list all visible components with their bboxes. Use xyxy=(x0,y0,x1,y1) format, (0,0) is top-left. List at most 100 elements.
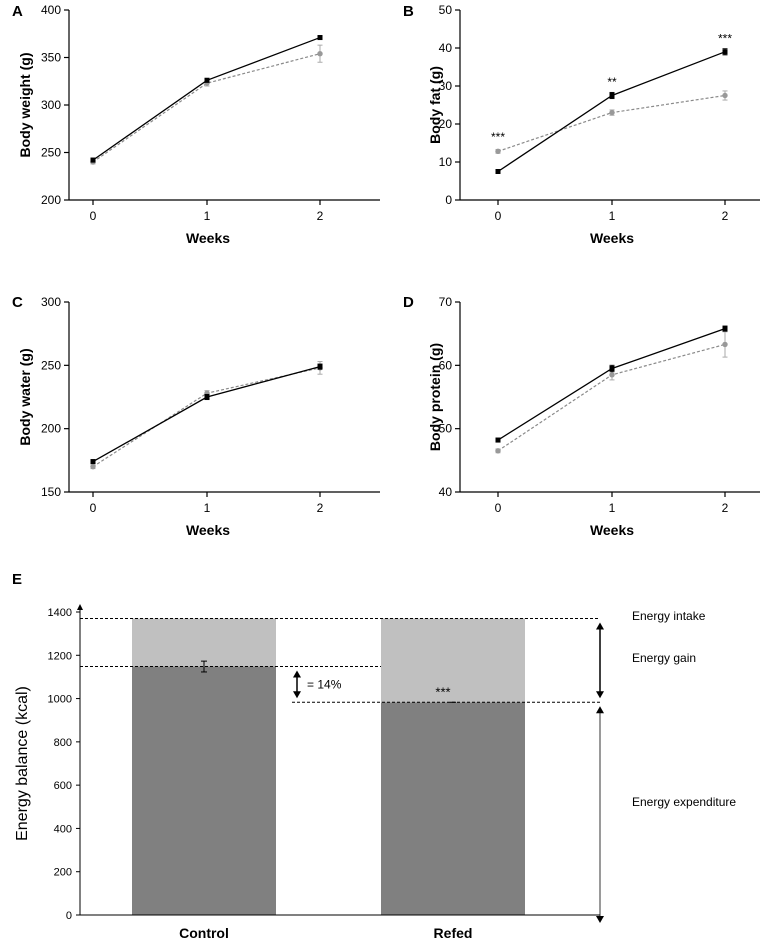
y-tick-label: 250 xyxy=(41,358,61,372)
y-tick-label: 1000 xyxy=(48,694,72,706)
series-line-control xyxy=(92,365,321,463)
y-tick-label: 200 xyxy=(41,193,61,207)
difference-label: = 14% xyxy=(307,678,342,692)
y-tick-label: 300 xyxy=(41,295,61,309)
data-point-control xyxy=(317,35,323,41)
y-tick-label: 50 xyxy=(439,422,453,436)
x-tick-label: 0 xyxy=(90,209,97,223)
x-tick-label: 1 xyxy=(609,209,616,223)
data-point-refed xyxy=(609,109,615,116)
y-axis-label: Body protein (g) xyxy=(427,343,443,451)
data-point-control xyxy=(609,93,615,98)
y-tick-label: 400 xyxy=(54,823,72,835)
y-tick-label: 300 xyxy=(41,98,61,112)
data-point-control xyxy=(90,459,96,465)
panel-label-B: B xyxy=(403,3,414,20)
data-point-control xyxy=(317,364,323,370)
y-axis-label: Body water (g) xyxy=(17,348,33,445)
bar-energy-gain-control xyxy=(132,618,276,667)
data-point-control xyxy=(722,326,728,332)
data-point-control xyxy=(722,49,728,55)
y-tick-label: 200 xyxy=(54,867,72,879)
y-tick-label: 150 xyxy=(41,485,61,499)
arrow-head-up-icon xyxy=(596,706,604,714)
x-tick-label: 0 xyxy=(495,209,502,223)
panel-label-D: D xyxy=(403,294,414,311)
series-line-refed xyxy=(92,53,321,163)
y-axis-label: Body weight (g) xyxy=(17,53,33,158)
y-tick-label: 20 xyxy=(439,117,453,131)
data-point-refed xyxy=(722,341,728,348)
y-tick-label: 400 xyxy=(41,3,61,17)
y-tick-label: 350 xyxy=(41,51,61,65)
data-point-control xyxy=(495,437,501,443)
y-tick-label: 250 xyxy=(41,146,61,160)
y-tick-label: 60 xyxy=(439,358,453,372)
y-tick-label: 70 xyxy=(439,295,453,309)
data-point-refed xyxy=(495,148,501,155)
series-line-refed xyxy=(92,367,321,468)
y-tick-label: 10 xyxy=(439,155,453,169)
label-energy-intake: Energy intake xyxy=(632,609,706,623)
x-axis-label: Weeks xyxy=(186,230,230,246)
data-point-control xyxy=(204,394,210,400)
label-energy-expenditure: Energy expenditure xyxy=(632,795,736,809)
y-tick-label: 1200 xyxy=(48,650,72,662)
data-point-refed xyxy=(495,448,501,454)
y-tick-label: 0 xyxy=(66,910,72,922)
panel-label-E: E xyxy=(12,571,22,588)
panel-label-C: C xyxy=(12,294,23,311)
label-energy-gain: Energy gain xyxy=(632,651,696,665)
x-tick-label: 1 xyxy=(609,501,616,515)
significance-mark: *** xyxy=(718,31,732,45)
y-tick-label: 200 xyxy=(41,422,61,436)
x-tick-label: 2 xyxy=(317,209,324,223)
data-point-refed xyxy=(317,51,323,57)
y-axis-label: Energy balance (kcal) xyxy=(14,686,31,841)
bar-energy-expenditure-control xyxy=(132,666,276,915)
y-axis-arrow-icon xyxy=(77,604,83,610)
x-category-label-refed: Refed xyxy=(434,925,473,941)
x-tick-label: 2 xyxy=(317,501,324,515)
data-point-control xyxy=(90,157,96,163)
x-tick-label: 1 xyxy=(204,501,211,515)
series-line-control xyxy=(497,327,726,441)
x-tick-label: 1 xyxy=(204,209,211,223)
y-tick-label: 50 xyxy=(439,3,453,17)
arrow-head-down-icon xyxy=(596,916,604,923)
y-tick-label: 40 xyxy=(439,485,453,499)
data-point-refed xyxy=(722,92,728,99)
x-tick-label: 2 xyxy=(722,501,729,515)
bar-energy-gain-refed xyxy=(381,618,525,703)
arrow-head-down-icon xyxy=(293,691,301,699)
y-tick-label: 0 xyxy=(445,193,452,207)
significance-mark: *** xyxy=(491,130,505,144)
y-tick-label: 30 xyxy=(439,79,453,93)
data-point-refed xyxy=(90,463,96,470)
data-point-control xyxy=(495,169,501,174)
x-category-label-control: Control xyxy=(179,925,229,941)
data-point-refed xyxy=(609,372,615,378)
x-axis-label: Weeks xyxy=(590,230,634,246)
data-point-control xyxy=(609,366,615,371)
significance-mark: ** xyxy=(607,75,617,89)
bar-energy-expenditure-refed xyxy=(381,702,525,915)
series-line-refed xyxy=(497,343,726,452)
arrow-head-down-icon xyxy=(596,691,604,699)
arrow-head-up-icon xyxy=(293,670,301,678)
series-line-control xyxy=(92,36,321,161)
significance-mark: *** xyxy=(435,684,450,699)
y-tick-label: 600 xyxy=(54,780,72,792)
x-axis-label: Weeks xyxy=(186,522,230,538)
y-tick-label: 1400 xyxy=(48,607,72,619)
y-tick-label: 800 xyxy=(54,737,72,749)
x-tick-label: 2 xyxy=(722,209,729,223)
y-tick-label: 40 xyxy=(439,41,453,55)
arrow-head-up-icon xyxy=(596,622,604,630)
y-axis-label: Body fat (g) xyxy=(427,66,443,144)
data-point-control xyxy=(204,77,210,83)
series-line-refed xyxy=(497,94,726,152)
x-axis-label: Weeks xyxy=(590,522,634,538)
panel-label-A: A xyxy=(12,3,23,20)
